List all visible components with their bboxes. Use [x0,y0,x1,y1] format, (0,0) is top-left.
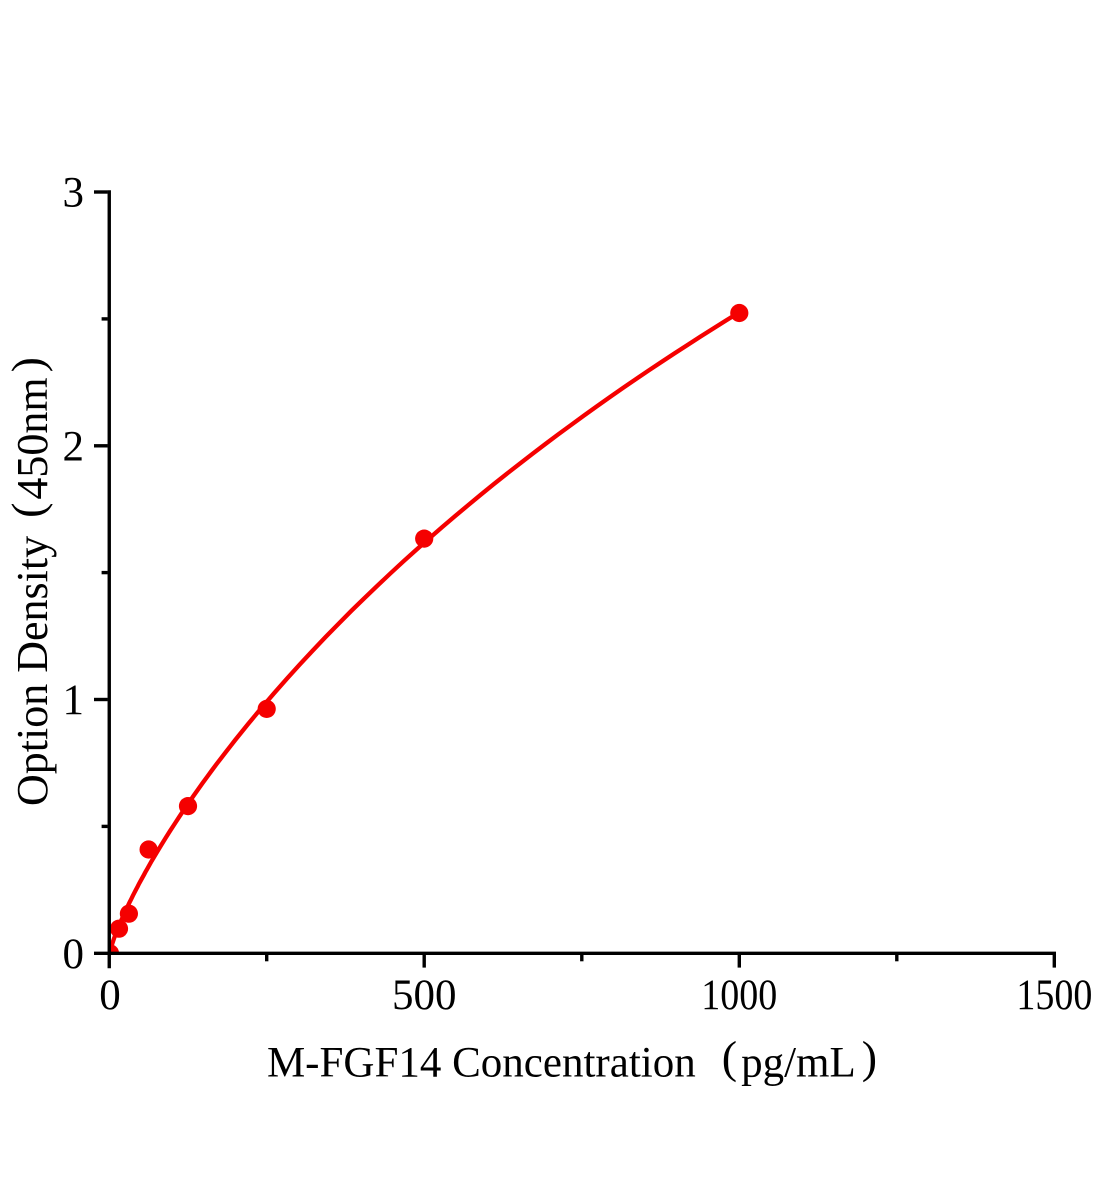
svg-text:1500: 1500 [1016,972,1092,1019]
svg-text:0: 0 [99,972,121,1019]
svg-text:2: 2 [63,423,85,470]
svg-text:3: 3 [63,170,85,217]
svg-text:0: 0 [63,931,85,978]
svg-text:500: 500 [392,972,457,1019]
svg-text:1: 1 [63,677,85,724]
svg-text:M-FGF14 Concentration(pg/mL): M-FGF14 Concentration (pg/mL) [267,1032,877,1087]
svg-text:Option Density(450nm): Option Density(450nm) [2,357,57,806]
svg-text:1000: 1000 [701,972,777,1019]
